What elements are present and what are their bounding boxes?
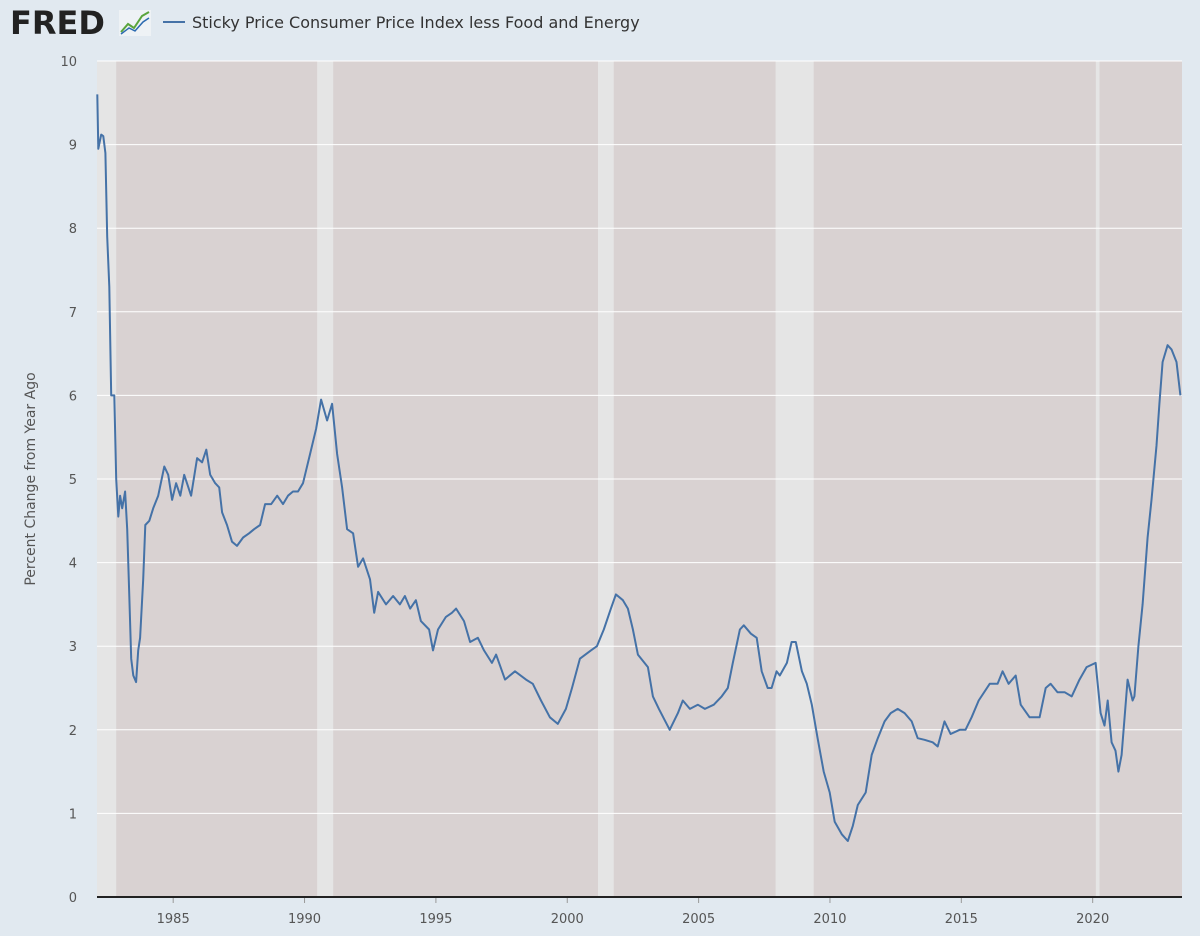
x-tick-label: 2010 (813, 912, 846, 927)
logo: FRED (10, 4, 151, 42)
y-tick-label: 10 (60, 55, 77, 70)
y-tick-label: 1 (69, 807, 77, 822)
data-line (96, 94, 1182, 842)
y-tick-label: 4 (69, 557, 77, 572)
x-tick-label: 1995 (419, 912, 452, 927)
y-tick-label: 7 (69, 306, 77, 321)
x-tick-label: 2000 (551, 912, 584, 927)
x-tick-label: 2020 (1076, 912, 1109, 927)
y-tick-label: 9 (69, 139, 77, 154)
y-tick-label: 0 (69, 891, 77, 906)
y-tick-label: 6 (69, 389, 77, 404)
x-tick-label: 2005 (682, 912, 715, 927)
legend-label: Sticky Price Consumer Price Index less F… (192, 13, 640, 32)
x-tick-label: 1985 (157, 912, 190, 927)
logo-icon-line (120, 11, 150, 33)
logo-icon-line (120, 17, 150, 35)
y-tick-label: 2 (69, 724, 77, 739)
x-tick-label: 2015 (945, 912, 978, 927)
x-tick-label: 1990 (288, 912, 321, 927)
y-axis-label: Percent Change from Year Ago (23, 372, 39, 585)
logo-text: FRED (10, 4, 105, 42)
y-tick-label: 3 (69, 640, 77, 655)
y-tick-label: 5 (69, 473, 77, 488)
y-tick-label: 8 (69, 222, 77, 237)
